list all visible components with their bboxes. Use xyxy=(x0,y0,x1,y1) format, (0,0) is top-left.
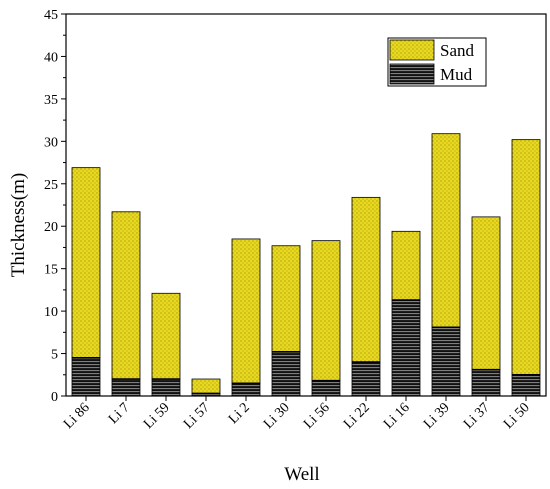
bar-sand xyxy=(391,230,421,301)
bar-mud xyxy=(151,378,181,397)
legend-swatch-mud xyxy=(389,63,435,85)
bar-stack-li-2 xyxy=(231,238,261,397)
bar-mud xyxy=(511,374,541,397)
x-tick-label: Li 86 xyxy=(61,400,93,432)
bar-mud xyxy=(271,351,301,397)
y-tick-label: 40 xyxy=(44,50,58,65)
legend: Sand Mud xyxy=(387,37,487,87)
y-tick-label: 20 xyxy=(44,220,58,235)
y-tick-label: 25 xyxy=(44,178,58,193)
x-tick-label: Li 37 xyxy=(461,400,493,432)
bar-mud xyxy=(431,326,461,397)
x-tick-label: Li 59 xyxy=(141,400,173,432)
bar-stack-li-39 xyxy=(431,133,461,397)
bar-sand xyxy=(151,292,181,380)
bar-sand xyxy=(311,240,341,382)
x-tick-label: Li 30 xyxy=(261,400,293,432)
bar-stack-li-86 xyxy=(71,167,101,397)
x-tick-label: Li 16 xyxy=(381,400,413,432)
y-tick-label: 35 xyxy=(44,93,58,108)
y-axis: 0 5 10 15 20 25 30 35 40 45 xyxy=(44,8,66,405)
bar-mud xyxy=(71,357,101,397)
legend-label-mud: Mud xyxy=(440,65,473,84)
y-tick-label: 5 xyxy=(51,348,58,363)
bar-sand xyxy=(111,211,141,380)
bar-stack-li-50 xyxy=(511,139,541,397)
x-axis: Li 86 Li 7 Li 59 Li 57 Li 2 Li 30 Li 56 Li 22 Li… xyxy=(61,396,533,432)
bar-mud xyxy=(111,378,141,397)
x-tick-label: Li 39 xyxy=(421,400,453,432)
legend-swatch-sand xyxy=(389,39,435,61)
bar-stack-li-37 xyxy=(471,216,501,397)
y-tick-label: 0 xyxy=(51,390,58,405)
bar-stack-li-22 xyxy=(351,196,381,397)
bar-sand xyxy=(191,378,221,394)
legend-label-sand: Sand xyxy=(440,41,475,60)
bar-sand xyxy=(471,216,501,371)
bar-mud xyxy=(471,369,501,397)
y-tick-label: 15 xyxy=(44,263,58,278)
bar-stack-li-56 xyxy=(311,240,341,397)
bar-sand xyxy=(511,139,541,376)
bars-group xyxy=(71,133,541,397)
bar-mud xyxy=(311,380,341,397)
bar-stack-li-30 xyxy=(271,245,301,397)
y-axis-title: Thickness(m) xyxy=(8,173,29,277)
bar-sand xyxy=(231,238,261,384)
bar-stack-li-59 xyxy=(151,292,181,397)
y-tick-label: 45 xyxy=(44,8,58,23)
x-tick-label: Li 22 xyxy=(341,400,373,432)
bar-stack-li-57 xyxy=(191,378,221,397)
x-tick-label: Li 2 xyxy=(226,400,253,427)
bar-mud xyxy=(231,382,261,397)
x-tick-label: Li 7 xyxy=(106,400,133,427)
x-tick-label: Li 56 xyxy=(301,400,333,432)
bar-sand xyxy=(431,133,461,328)
bar-sand xyxy=(351,196,381,363)
y-tick-label: 10 xyxy=(44,305,58,320)
bar-sand xyxy=(71,167,101,359)
bar-stack-li-16 xyxy=(391,230,421,397)
bar-stack-li-7 xyxy=(111,211,141,397)
plot-area: 0 5 10 15 20 25 30 35 40 45 Li 86 Li 7 Li 59 Li 57 Li… xyxy=(44,8,547,432)
y-tick-label: 30 xyxy=(44,135,58,150)
bar-mud xyxy=(391,299,421,397)
bar-sand xyxy=(271,245,301,353)
x-axis-title: Well xyxy=(284,464,319,485)
bar-mud xyxy=(351,361,381,397)
x-tick-label: Li 50 xyxy=(501,400,533,432)
x-tick-label: Li 57 xyxy=(181,400,213,432)
